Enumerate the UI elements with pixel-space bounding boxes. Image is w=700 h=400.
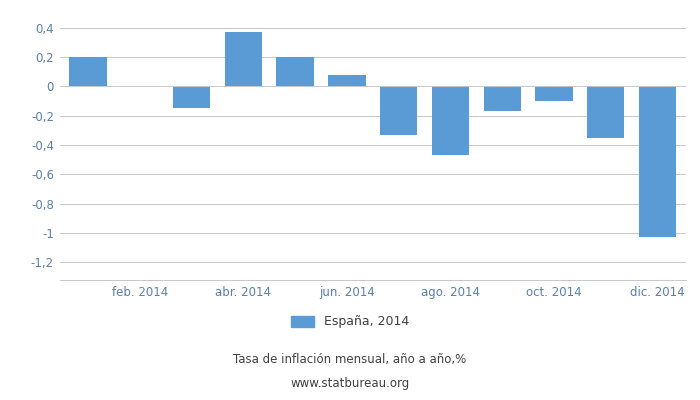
- Bar: [173, 86, 210, 108]
- Bar: [587, 86, 624, 138]
- Bar: [639, 86, 676, 238]
- Bar: [536, 86, 573, 101]
- Bar: [328, 75, 365, 86]
- Bar: [432, 86, 469, 155]
- Legend: España, 2014: España, 2014: [286, 310, 414, 334]
- Bar: [69, 57, 106, 86]
- Bar: [380, 86, 417, 135]
- Bar: [276, 57, 314, 86]
- Text: www.statbureau.org: www.statbureau.org: [290, 378, 410, 390]
- Text: Tasa de inflación mensual, año a año,%: Tasa de inflación mensual, año a año,%: [233, 354, 467, 366]
- Bar: [484, 86, 521, 111]
- Bar: [225, 32, 262, 86]
